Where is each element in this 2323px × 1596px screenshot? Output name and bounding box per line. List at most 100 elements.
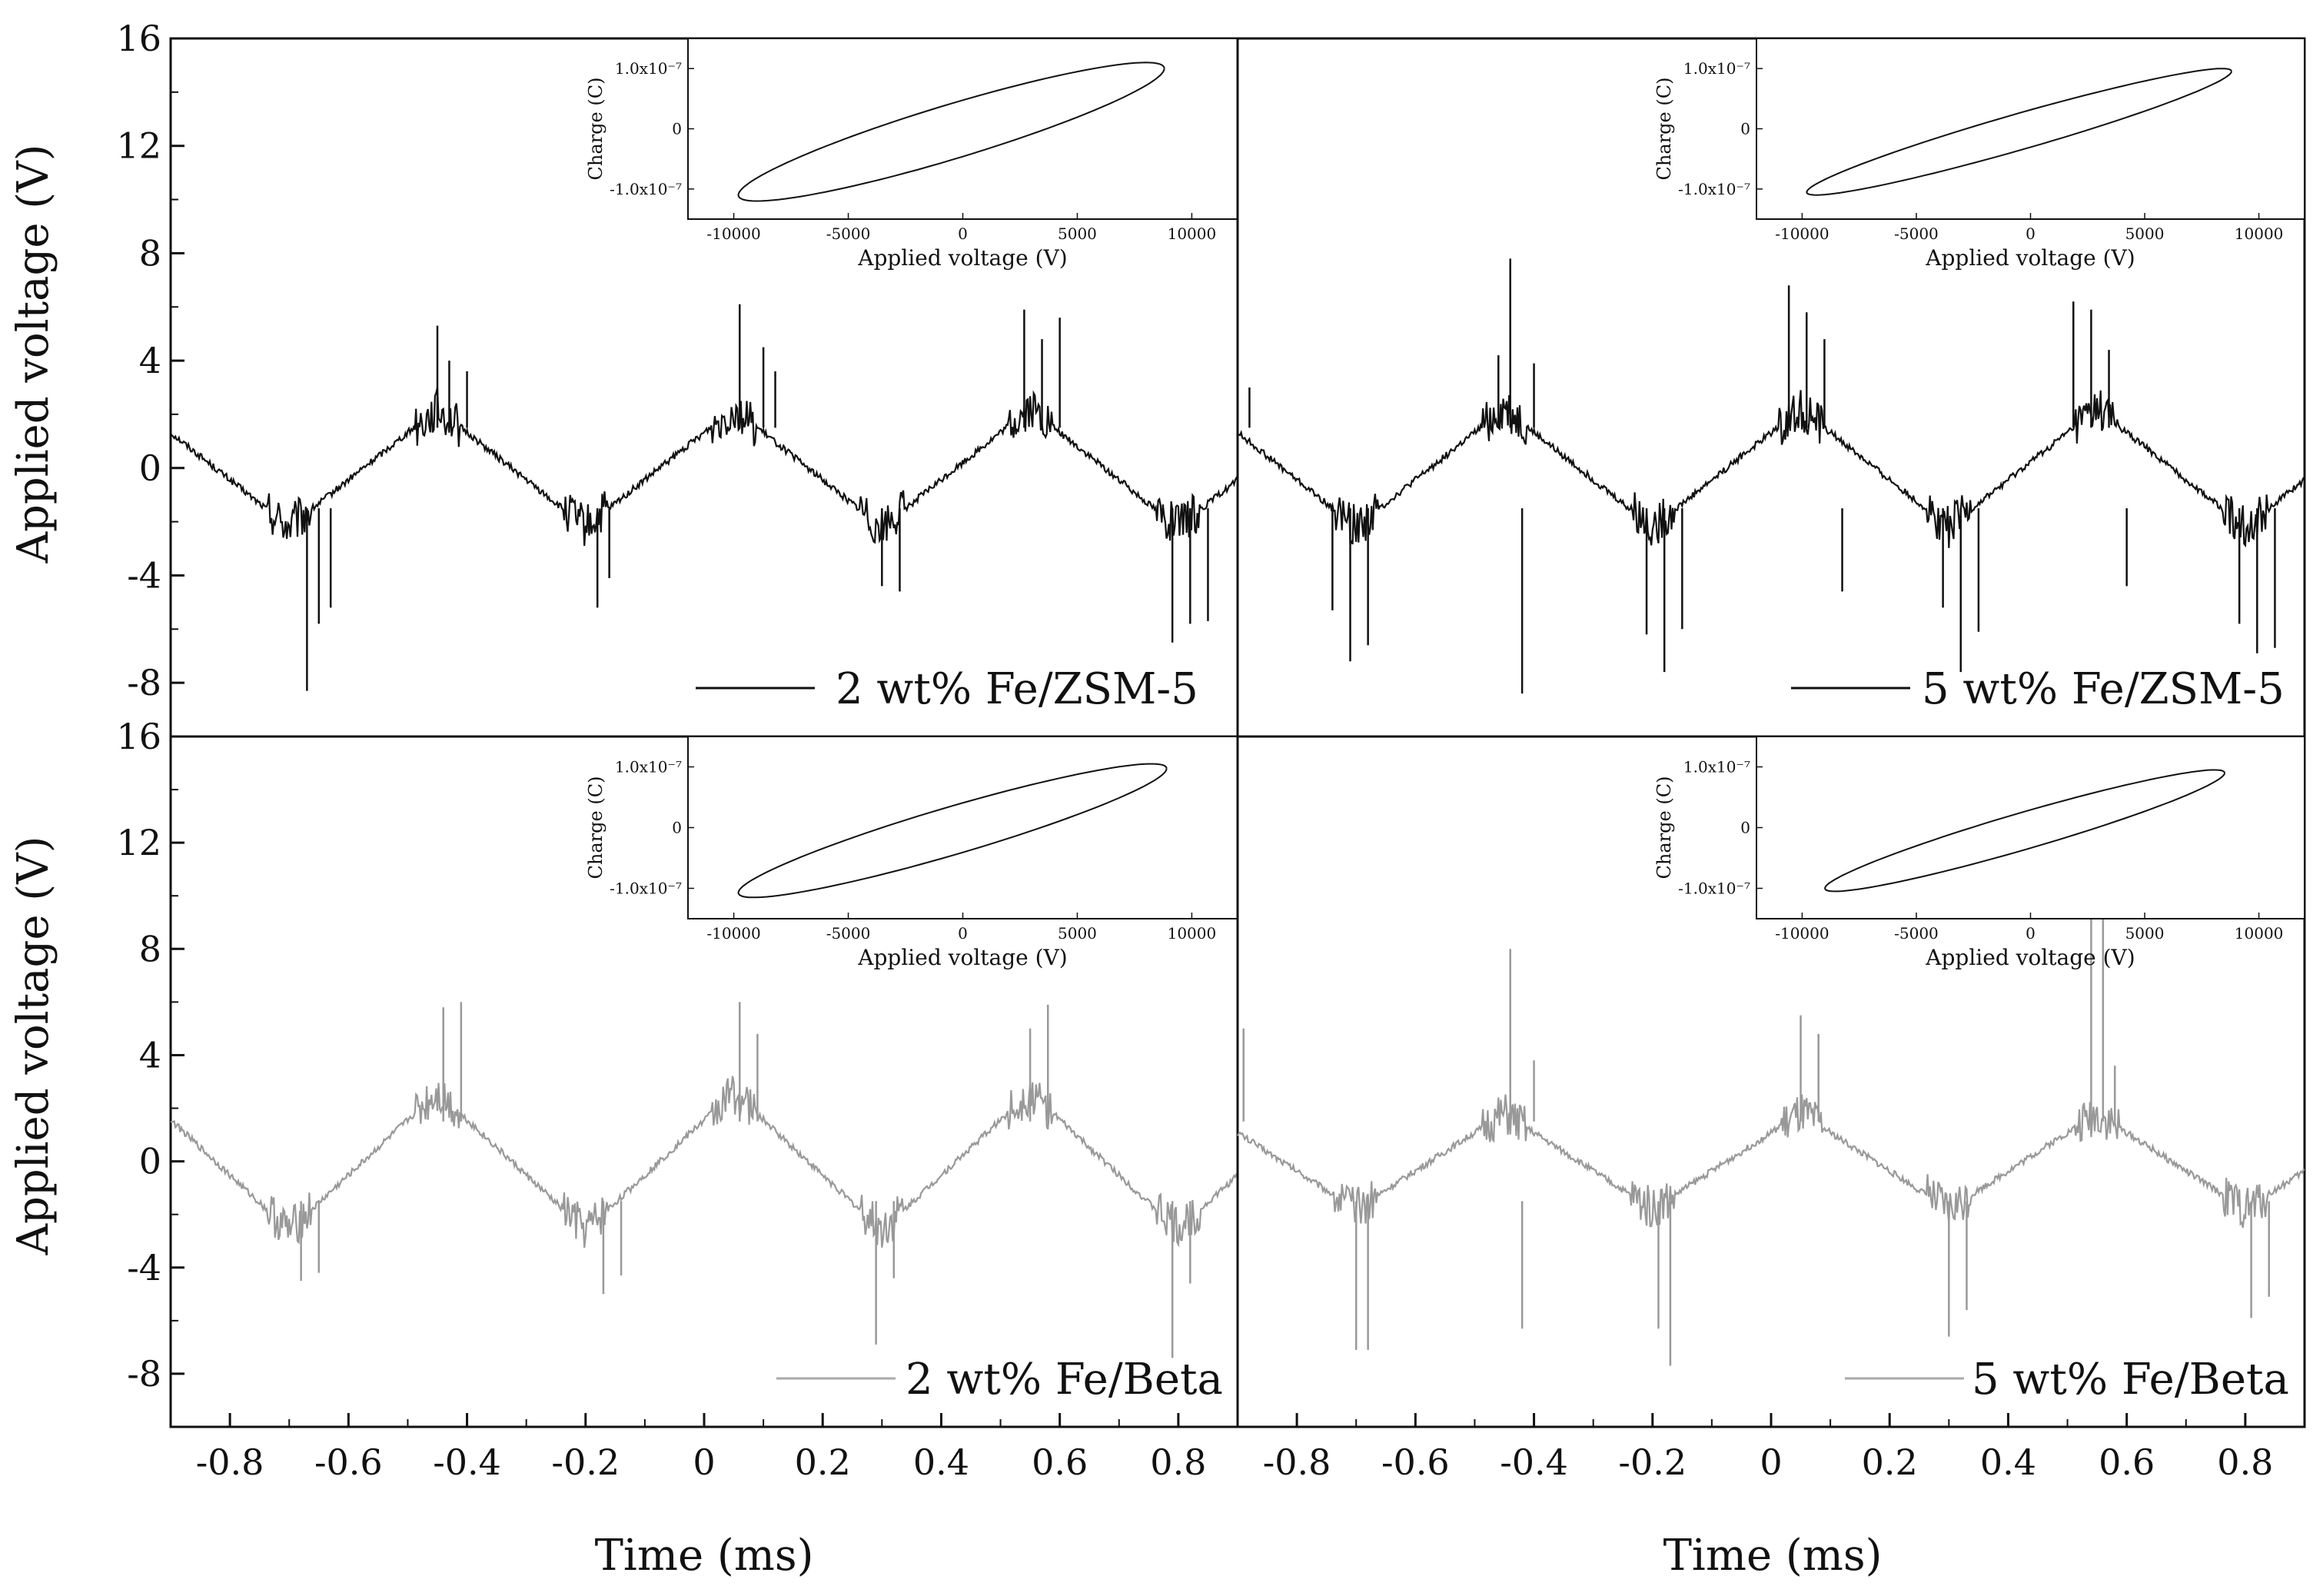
x-tick-label: -0.6 — [314, 1441, 383, 1483]
panel-top-left: -8 -4 0 4 8 12 16 -10000 -5000 0 5000 10000 1.0x10⁻⁷… — [116, 18, 1239, 738]
inset-y-tick-label: 1.0x10⁻⁷ — [615, 758, 682, 776]
inset-x-tick-label: 0 — [2026, 224, 2036, 243]
x-tick-label: 0.6 — [1032, 1441, 1088, 1483]
panel-bottom-right: -0.8 -0.6 -0.4 -0.2 0 0.2 0.4 0.6 0.8 -10000 -5000… — [1236, 735, 2306, 1483]
y-tick-label: 12 — [116, 125, 161, 167]
inset-x-tick-label: 5000 — [2125, 224, 2165, 243]
inset-frame — [687, 38, 1238, 220]
inset-lissajous-loop — [737, 763, 1168, 899]
inset-x-tick-label: -10000 — [1775, 924, 1829, 943]
voltage-trace — [170, 1076, 1238, 1249]
inset-frame — [687, 736, 1238, 919]
y-tick-label: 8 — [139, 928, 161, 969]
y-tick-label: 8 — [139, 232, 161, 274]
inset-charge-voltage: -10000 -5000 0 5000 10000 1.0x10⁻⁷ 0 -1.0x10⁻⁷ A… — [1653, 736, 2305, 970]
x-tick-label: -0.2 — [551, 1441, 620, 1483]
legend-top-left: 2 wt% Fe/ZSM-5 — [696, 664, 1198, 714]
y-axis-title-bottom: Applied voltage (V) — [8, 836, 58, 1256]
legend-label: 5 wt% Fe/ZSM-5 — [1922, 664, 2285, 714]
x-tick-label: 0 — [1760, 1441, 1782, 1483]
y-tick-label: -8 — [127, 1353, 161, 1395]
inset-y-tick-label: 0 — [1740, 819, 1750, 837]
y-tick-label: 12 — [116, 822, 161, 863]
inset-x-tick-label: -5000 — [1894, 924, 1939, 943]
inset-lissajous-loop — [737, 62, 1165, 202]
voltage-trace — [170, 387, 1238, 547]
y-axis-title-top: Applied voltage (V) — [8, 145, 58, 564]
x-tick-label: 0 — [693, 1441, 715, 1483]
inset-x-axis-title: Applied voltage (V) — [857, 245, 1067, 271]
inset-x-axis-title: Applied voltage (V) — [857, 945, 1067, 970]
inset-y-tick-label: 0 — [672, 120, 682, 138]
inset-x-axis-title: Applied voltage (V) — [1925, 245, 2135, 271]
x-tick-label: 0.4 — [913, 1441, 969, 1483]
inset-x-tick-label: -5000 — [826, 924, 871, 943]
inset-x-tick-label: -5000 — [1894, 224, 1939, 243]
x-tick-label: 0.2 — [1862, 1441, 1918, 1483]
x-tick-label: 0.6 — [2099, 1441, 2155, 1483]
inset-x-tick-label: 10000 — [1168, 924, 1217, 943]
x-tick-label: 0.2 — [795, 1441, 851, 1483]
inset-x-tick-label: 5000 — [1058, 924, 1097, 943]
voltage-trace — [1237, 1094, 2305, 1229]
x-axis-title-right: Time (ms) — [1663, 1531, 1883, 1581]
y-tick-label: 16 — [116, 716, 161, 757]
x-tick-label: -0.2 — [1618, 1441, 1687, 1483]
inset-x-tick-label: 10000 — [1168, 224, 1217, 243]
inset-y-tick-label: 1.0x10⁻⁷ — [615, 59, 682, 78]
inset-y-tick-label: 0 — [1740, 120, 1750, 138]
legend-label: 5 wt% Fe/Beta — [1972, 1355, 2289, 1405]
x-tick-label: -0.8 — [1263, 1441, 1331, 1483]
inset-y-tick-label: -1.0x10⁻⁷ — [1678, 180, 1750, 198]
y-tick-label: 0 — [139, 447, 161, 489]
inset-charge-voltage: -10000 -5000 0 5000 10000 1.0x10⁻⁷ 0 -1.0x10⁻⁷ A… — [585, 38, 1238, 271]
inset-y-tick-label: -1.0x10⁻⁷ — [610, 180, 682, 198]
inset-charge-voltage: -10000 -5000 0 5000 10000 1.0x10⁻⁷ 0 -1.0x10⁻⁷ A… — [1653, 38, 2305, 271]
inset-y-tick-label: 1.0x10⁻⁷ — [1683, 758, 1750, 776]
legend-label: 2 wt% Fe/ZSM-5 — [836, 664, 1198, 714]
inset-y-axis-title: Charge (C) — [1653, 776, 1675, 879]
inset-x-tick-label: 10000 — [2235, 224, 2284, 243]
panel-bottom-left: -8 -4 0 4 8 12 16 -0.8 -0.6 -0.4 -0.2 0 0.2 0.4 0.6 0.8… — [116, 716, 1239, 1483]
inset-x-tick-label: -10000 — [706, 924, 760, 943]
inset-x-tick-label: -5000 — [826, 224, 871, 243]
y-tick-label: 16 — [116, 18, 161, 59]
inset-x-axis-title: Applied voltage (V) — [1925, 945, 2135, 970]
y-tick-label: -4 — [127, 1247, 161, 1288]
y-tick-label: -8 — [127, 662, 161, 703]
inset-lissajous-loop — [1824, 769, 2225, 893]
inset-y-axis-title: Charge (C) — [585, 776, 607, 879]
y-tick-label: 0 — [139, 1141, 161, 1182]
legend-label: 2 wt% Fe/Beta — [906, 1355, 1223, 1405]
legend-top-right: 5 wt% Fe/ZSM-5 — [1791, 664, 2285, 714]
inset-x-tick-label: 0 — [958, 224, 968, 243]
y-tick-label: -4 — [127, 554, 161, 596]
inset-x-tick-label: 0 — [2026, 924, 2036, 943]
x-tick-label: 0.4 — [1980, 1441, 2036, 1483]
inset-y-tick-label: -1.0x10⁻⁷ — [1678, 879, 1750, 898]
inset-lissajous-loop — [1806, 68, 2232, 196]
voltage-trace — [1237, 390, 2305, 548]
inset-y-tick-label: -1.0x10⁻⁷ — [610, 879, 682, 898]
inset-x-tick-label: 10000 — [2235, 924, 2284, 943]
inset-x-tick-label: 0 — [958, 924, 968, 943]
inset-frame — [1756, 38, 2305, 220]
x-tick-label: 0.8 — [2217, 1441, 2273, 1483]
inset-charge-voltage: -10000 -5000 0 5000 10000 1.0x10⁻⁷ 0 -1.0x10⁻⁷ A… — [585, 736, 1238, 970]
x-tick-label: -0.4 — [433, 1441, 501, 1483]
x-tick-label: -0.4 — [1500, 1441, 1568, 1483]
inset-y-axis-title: Charge (C) — [1653, 78, 1675, 181]
y-tick-label: 4 — [139, 1034, 161, 1076]
x-tick-label: -0.8 — [196, 1441, 264, 1483]
legend-bottom-right: 5 wt% Fe/Beta — [1845, 1355, 2289, 1405]
x-tick-label: -0.6 — [1381, 1441, 1450, 1483]
inset-x-tick-label: 5000 — [2125, 924, 2165, 943]
inset-y-tick-label: 0 — [672, 819, 682, 837]
inset-x-tick-label: 5000 — [1058, 224, 1097, 243]
legend-bottom-left: 2 wt% Fe/Beta — [776, 1355, 1223, 1405]
x-tick-label: 0.8 — [1150, 1441, 1206, 1483]
x-axis-title-left: Time (ms) — [595, 1531, 814, 1581]
inset-y-axis-title: Charge (C) — [585, 78, 607, 181]
inset-x-tick-label: -10000 — [1775, 224, 1829, 243]
